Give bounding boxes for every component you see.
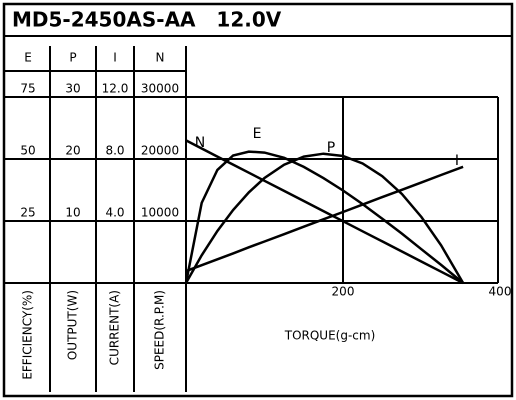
y-tick-label: 20000 xyxy=(141,144,179,158)
axis-name: E xyxy=(24,51,32,65)
series-line xyxy=(185,139,464,285)
y-tick-label: 50 xyxy=(20,144,35,158)
y-tick-label: 20 xyxy=(65,144,80,158)
y-tick-label: 10000 xyxy=(141,206,179,220)
y-tick-label: 75 xyxy=(20,82,35,96)
y-axis-label: OUTPUT(W) xyxy=(66,290,80,360)
y-tick-label: 8.0 xyxy=(105,144,124,158)
series-line xyxy=(184,152,465,284)
y-axis-label: EFFICIENCY(%) xyxy=(21,290,35,380)
series-line xyxy=(184,150,464,284)
y-tick-label: 10 xyxy=(65,206,80,220)
series-label: I xyxy=(455,153,459,169)
y-axis-label: SPEED(R.P.M) xyxy=(153,290,167,370)
y-tick-label: 30000 xyxy=(141,82,179,96)
y-tick-label: 30 xyxy=(65,82,80,96)
chart-title: MD5-2450AS-AA 12.0V xyxy=(12,8,282,32)
x-axis-label: TORQUE(g-cm) xyxy=(284,329,376,343)
y-axis-label: CURRENT(A) xyxy=(108,290,122,365)
y-tick-label: 12.0 xyxy=(102,82,129,96)
series-label: E xyxy=(253,126,262,142)
axis-name: I xyxy=(113,51,117,65)
axis-name: N xyxy=(156,51,165,65)
series-label: P xyxy=(327,140,335,156)
y-tick-label: 25 xyxy=(20,206,35,220)
x-tick-label: 400 xyxy=(489,285,512,299)
series-line xyxy=(185,165,464,273)
y-tick-label: 4.0 xyxy=(105,206,124,220)
axis-name: P xyxy=(69,51,76,65)
series-label: N xyxy=(195,135,205,151)
x-tick-label: 200 xyxy=(332,285,355,299)
